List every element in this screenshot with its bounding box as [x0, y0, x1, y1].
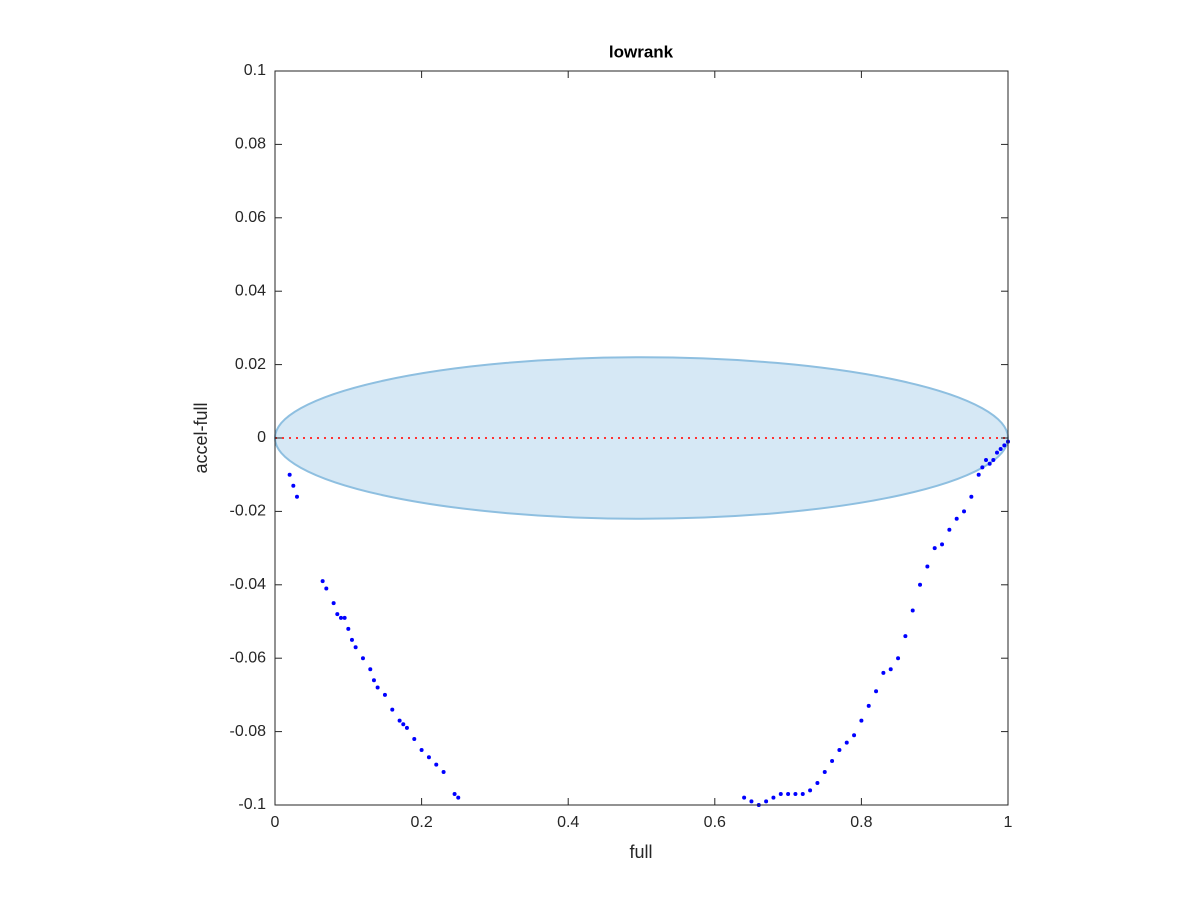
point	[844, 740, 849, 745]
point	[771, 795, 776, 800]
point	[452, 791, 457, 796]
point	[925, 564, 930, 569]
point	[896, 656, 901, 661]
x-axis-label: full	[629, 842, 652, 862]
point	[342, 615, 347, 620]
point	[932, 546, 937, 551]
x-tick-label: 0.8	[850, 814, 872, 831]
point	[874, 689, 879, 694]
point	[830, 758, 835, 763]
point	[360, 656, 365, 661]
point	[764, 799, 769, 804]
y-tick-label: 0.08	[235, 136, 266, 153]
point	[987, 461, 992, 466]
x-tick-label: 1	[1004, 814, 1013, 831]
point	[793, 791, 798, 796]
point	[1002, 443, 1007, 448]
point	[346, 626, 351, 631]
point	[331, 601, 336, 606]
point	[390, 707, 395, 712]
point	[291, 483, 296, 488]
point	[947, 527, 952, 532]
point	[778, 791, 783, 796]
point	[976, 472, 981, 477]
point	[338, 615, 343, 620]
y-tick-label: -0.06	[230, 649, 267, 666]
point	[786, 791, 791, 796]
point	[815, 780, 820, 785]
point	[324, 586, 329, 591]
y-tick-label: -0.02	[230, 503, 267, 520]
point	[969, 494, 974, 499]
y-axis-label: accel-full	[191, 402, 211, 473]
point	[800, 791, 805, 796]
point	[742, 795, 747, 800]
point	[287, 472, 292, 477]
point	[903, 634, 908, 639]
y-tick-label: -0.1	[238, 796, 266, 813]
x-tick-label: 0.6	[704, 814, 726, 831]
point	[918, 582, 923, 587]
point	[822, 769, 827, 774]
point	[401, 722, 406, 727]
point	[852, 733, 857, 738]
x-tick-label: 0.2	[410, 814, 432, 831]
point	[294, 494, 299, 499]
x-tick-label: 0	[271, 814, 280, 831]
point	[412, 736, 417, 741]
point	[382, 692, 387, 697]
point	[991, 458, 996, 463]
point	[808, 788, 813, 793]
point	[910, 608, 915, 613]
point	[881, 670, 886, 675]
point	[749, 799, 754, 804]
point	[954, 516, 959, 521]
point	[371, 678, 376, 683]
point	[368, 667, 373, 672]
y-tick-label: 0.04	[235, 282, 266, 299]
y-tick-label: -0.08	[230, 723, 267, 740]
point	[998, 447, 1003, 452]
point	[940, 542, 945, 547]
point	[434, 762, 439, 767]
point	[353, 645, 358, 650]
point	[441, 769, 446, 774]
point	[335, 612, 340, 617]
point	[419, 747, 424, 752]
point	[859, 718, 864, 723]
y-tick-label: 0.02	[235, 356, 266, 373]
point	[995, 450, 1000, 455]
point	[404, 725, 409, 730]
point	[320, 579, 325, 584]
point	[837, 747, 842, 752]
point	[456, 795, 461, 800]
y-tick-label: 0.1	[244, 62, 266, 79]
point	[426, 755, 431, 760]
point	[888, 667, 893, 672]
point	[980, 465, 985, 470]
point	[349, 637, 354, 642]
y-tick-label: 0.06	[235, 209, 266, 226]
y-tick-label: 0	[257, 429, 266, 446]
point	[397, 718, 402, 723]
point	[962, 509, 967, 514]
chart-title: lowrank	[609, 42, 674, 61]
point	[984, 458, 989, 463]
point	[866, 703, 871, 708]
point	[375, 685, 380, 690]
x-tick-label: 0.4	[557, 814, 579, 831]
y-tick-label: -0.04	[230, 576, 267, 593]
